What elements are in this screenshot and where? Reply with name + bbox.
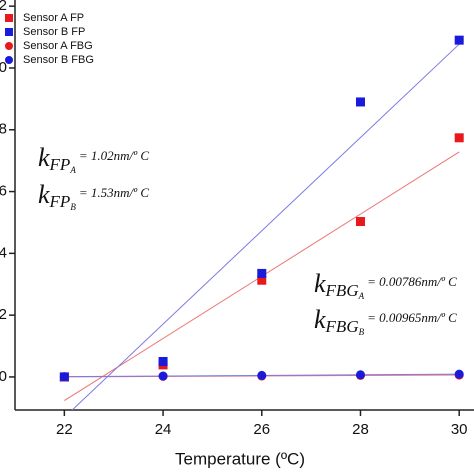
annotation: kFPB= 1.53nm/º C [38,180,149,212]
annotation-k: k [38,180,50,209]
annotation-sub: FP [49,155,71,174]
legend-marker [5,42,13,50]
x-tick-label: 24 [155,421,172,438]
fit-line [71,43,460,410]
point [355,370,365,380]
annotation-subsub: B [359,327,365,337]
annotation-sub: FP [49,192,71,211]
annotation-k: k [314,269,326,298]
x-tick-label: 26 [253,421,270,438]
legend-marker [5,28,13,36]
x-tick-label: 28 [352,421,369,438]
y-tick-label: 10 [0,59,7,76]
legend-label: Sensor B FP [23,26,85,38]
annotation: kFBGA= 0.00786nm/º C [314,269,457,301]
annotation: kFBGB= 0.00965nm/º C [314,305,457,337]
y-tick-label: 12 [0,0,7,14]
annotation-subsub: A [69,165,76,175]
point [257,268,267,278]
y-tick-label: 8 [0,121,7,138]
point [454,369,464,379]
annotation-text: = 1.02nm/º C [79,148,150,163]
legend-marker [5,14,13,22]
y-tick-label: 0 [0,368,7,385]
point [355,97,365,107]
annotation-text: = 1.53nm/º C [79,185,150,200]
point [454,35,464,45]
y-tick-label: 4 [0,244,7,261]
point [454,133,464,143]
point [158,356,168,366]
legend-label: Sensor B FBG [23,54,94,66]
annotation-text: = 0.00965nm/º C [367,310,457,325]
point [257,275,267,285]
annotation-text: = 0.00786nm/º C [367,274,457,289]
annotation-subsub: B [70,202,76,212]
point [257,370,267,380]
point [355,217,365,227]
annotation-k: k [314,305,326,334]
y-tick-label: 2 [0,306,7,323]
x-tick-label: 22 [56,421,73,438]
legend-label: Sensor A FBG [23,40,93,52]
y-tick-label: 6 [0,183,7,200]
point [158,371,168,381]
legend-marker [5,56,13,64]
annotation-subsub: A [358,291,365,301]
x-axis-label: Temperature (ºC) [175,449,305,468]
legend-label: Sensor A FP [23,12,84,24]
annotation-k: k [38,143,50,172]
annotation-sub: FBG [325,317,359,336]
x-tick-label: 30 [451,421,468,438]
point [59,372,69,382]
annotation: kFPA= 1.02nm/º C [38,143,149,175]
annotation-sub: FBG [325,281,359,300]
